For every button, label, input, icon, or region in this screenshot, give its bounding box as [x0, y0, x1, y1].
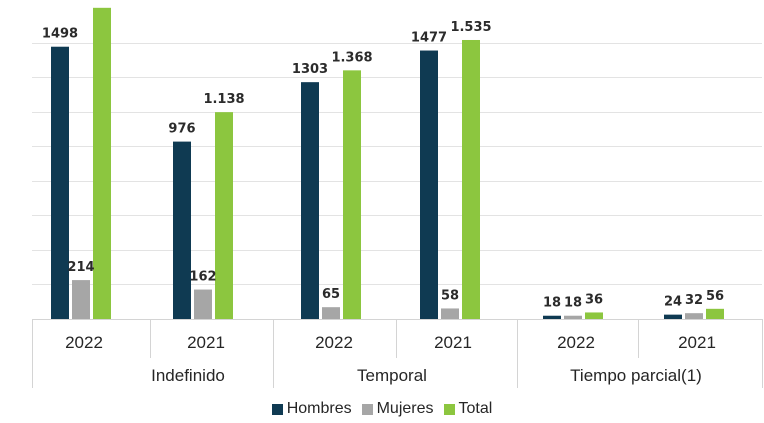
bar-total-1 — [215, 112, 233, 319]
data-label-total-1: 1.138 — [203, 92, 244, 107]
data-label-hombres-4: 18 — [543, 296, 561, 311]
legend-swatch-hombres — [271, 403, 283, 415]
legend-swatch-total — [443, 403, 455, 415]
x-tick-label-5: 2021 — [678, 333, 716, 352]
gridlines — [32, 43, 762, 320]
legend-label-mujeres: Mujeres — [376, 400, 434, 417]
data-label-total-5: 56 — [706, 289, 724, 304]
bar-mujeres-0 — [72, 280, 90, 319]
group-label-2: Tiempo parcial(1) — [570, 366, 702, 385]
bar-total-4 — [585, 312, 603, 319]
legend-item-hombres: Hombres — [271, 400, 352, 418]
x-tick-label-2: 2022 — [315, 333, 353, 352]
bar-chart: 1498 976 1303 1477 18 24 214 162 65 58 18 32 1.138 1.… — [32, 7, 763, 388]
bar-hombres-2 — [301, 82, 319, 320]
data-label-total-2: 1.368 — [331, 50, 372, 65]
bar-mujeres-1 — [194, 289, 212, 319]
legend-item-mujeres: Mujeres — [361, 400, 434, 418]
data-label-mujeres-2: 65 — [322, 287, 340, 302]
data-label-hombres-3: 1477 — [411, 31, 447, 46]
x-axis: 2022 2021 2022 2021 2022 2021 Indefinido Tempor… — [32, 319, 763, 388]
bar-total-5 — [706, 308, 724, 319]
bar-hombres-3 — [420, 50, 438, 319]
bar-hombres-5 — [664, 314, 682, 319]
x-tick-label-0: 2022 — [65, 333, 103, 352]
bar-total-2 — [343, 70, 361, 319]
x-tick-label-1: 2021 — [187, 333, 225, 352]
bar-mujeres-2 — [322, 307, 340, 319]
bar-mujeres-4 — [564, 315, 582, 319]
legend-label-total: Total — [458, 400, 493, 417]
legend-label-hombres: Hombres — [286, 400, 352, 417]
bar-mujeres-5 — [685, 313, 703, 319]
legend-item-total: Total — [443, 400, 493, 418]
bar-total-0 — [93, 7, 111, 320]
data-label-hombres-5: 24 — [664, 295, 682, 310]
bar-hombres-1 — [173, 141, 191, 319]
bar-hombres-4 — [543, 315, 561, 319]
data-label-mujeres-4: 18 — [564, 296, 582, 311]
data-label-mujeres-1: 162 — [189, 270, 216, 285]
data-label-mujeres-3: 58 — [441, 288, 459, 303]
legend: Hombres Mujeres Total — [0, 398, 764, 420]
legend-swatch-mujeres — [361, 403, 373, 415]
data-label-hombres-0: 1498 — [42, 27, 78, 42]
data-labels: 1498 976 1303 1477 18 24 214 162 65 58 18 32 1.138 1.… — [42, 20, 724, 311]
data-label-total-3: 1.535 — [450, 20, 491, 35]
bars — [51, 7, 724, 320]
x-tick-label-3: 2021 — [434, 333, 472, 352]
bar-total-3 — [462, 39, 480, 319]
group-label-0: Indefinido — [151, 366, 225, 385]
bar-hombres-0 — [51, 46, 69, 320]
data-label-hombres-2: 1303 — [292, 62, 328, 77]
bar-mujeres-3 — [441, 308, 459, 319]
data-label-mujeres-5: 32 — [685, 293, 703, 308]
data-label-hombres-1: 976 — [168, 122, 195, 137]
data-label-mujeres-0: 214 — [67, 260, 94, 275]
x-tick-label-4: 2022 — [557, 333, 595, 352]
group-label-1: Temporal — [357, 366, 427, 385]
data-label-total-4: 36 — [585, 292, 603, 307]
